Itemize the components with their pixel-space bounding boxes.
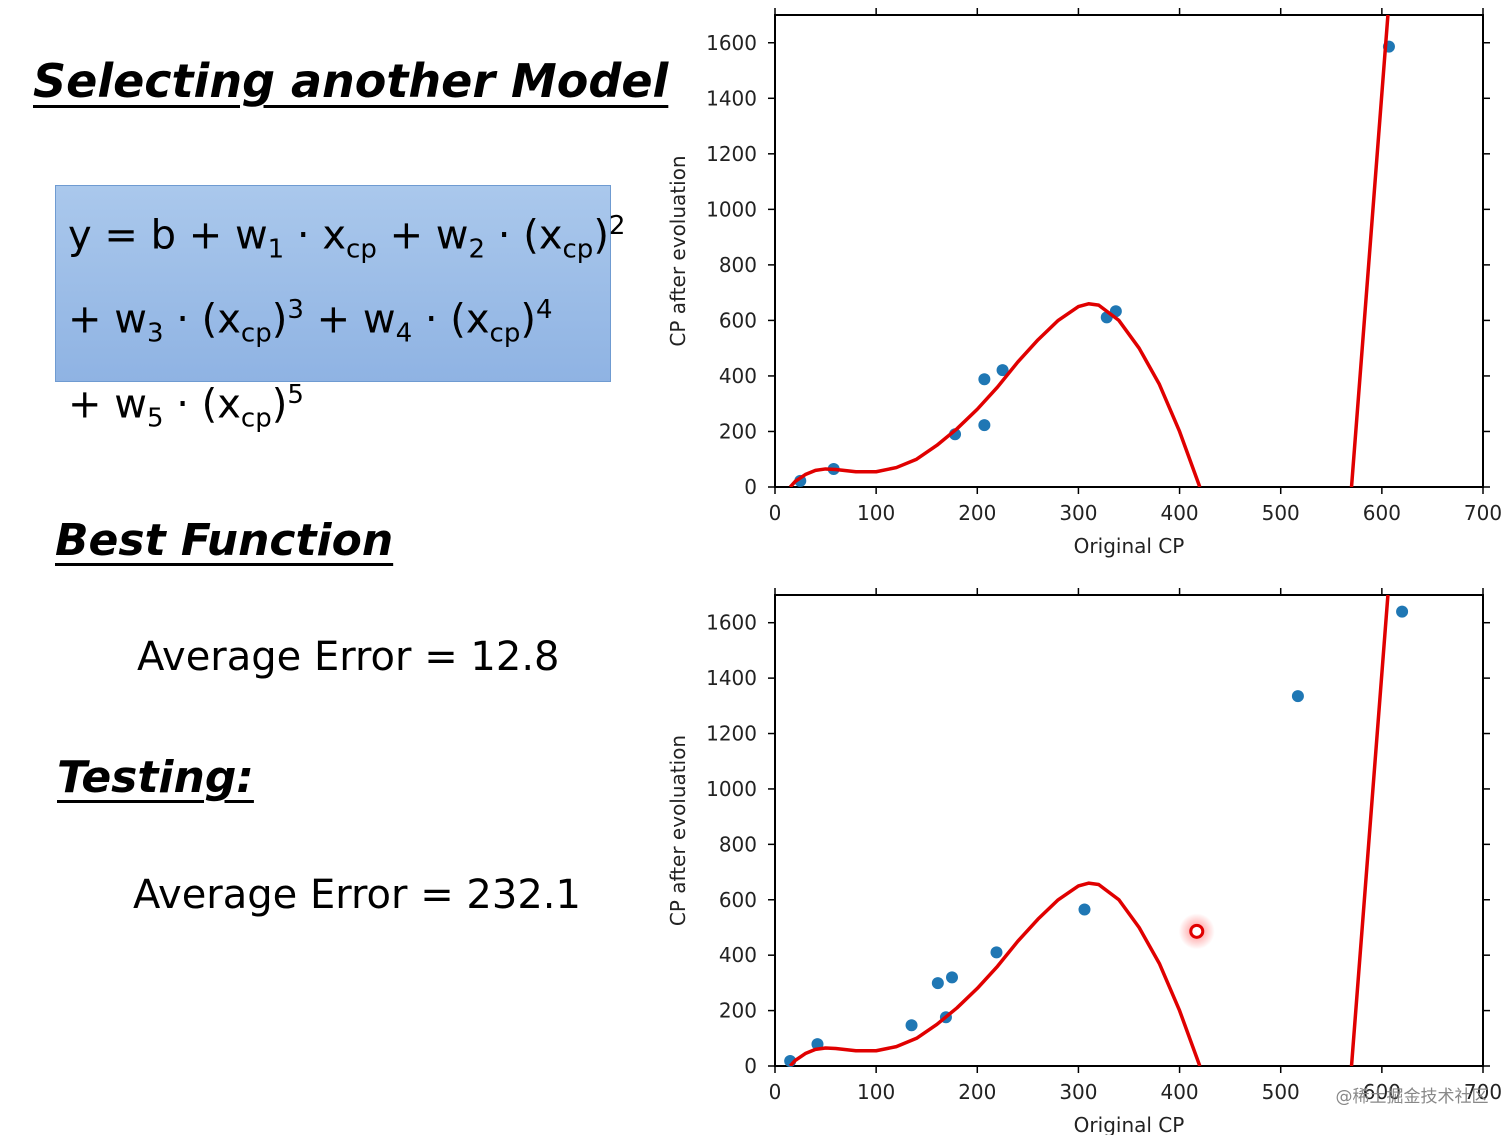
formula-base: + w (68, 380, 147, 427)
x-tick-label: 400 (1160, 501, 1198, 525)
formula-base: + w (303, 296, 396, 343)
slide-title: Selecting another Model (33, 54, 669, 108)
y-tick-label: 200 (719, 419, 757, 443)
formula-sub: 1 (267, 234, 285, 265)
formula-sub: 3 (146, 318, 164, 349)
y-tick-label: 1400 (706, 86, 757, 110)
formula-sub: 4 (395, 318, 413, 349)
data-point (996, 364, 1009, 377)
formula-base: ) (593, 212, 609, 259)
formula-box: y = b + w1 · xcp + w2 · (xcp)2 + w3 · (xc… (55, 185, 625, 433)
formula-base: ) (271, 296, 288, 343)
y-tick-label: 1600 (706, 611, 757, 635)
data-point (1396, 605, 1409, 618)
formula-sup: 2 (608, 211, 626, 241)
y-tick-label: 800 (719, 253, 757, 277)
x-tick-label: 200 (958, 1080, 996, 1104)
x-tick-label: 700 (1464, 501, 1502, 525)
plot-frame (774, 14, 1484, 488)
x-tick-label: 700 (1464, 1080, 1502, 1104)
y-tick-label: 0 (744, 1054, 757, 1078)
best-error: Average Error = 12.8 (137, 634, 560, 680)
x-tick-label: 200 (958, 501, 996, 525)
formula-sub: cp (562, 234, 594, 265)
x-tick-label: 400 (1160, 1080, 1198, 1104)
x-axis-label: Original CP (1074, 1113, 1185, 1135)
formula-sup: 5 (287, 379, 304, 410)
x-tick-label: 100 (857, 1080, 895, 1104)
y-tick-label: 1000 (706, 777, 757, 801)
testing-heading: Testing: (57, 752, 254, 803)
data-point (1078, 903, 1091, 916)
x-tick-label: 500 (1262, 1080, 1300, 1104)
data-point (905, 1019, 918, 1032)
formula-sub: 5 (146, 402, 164, 433)
x-tick-label: 500 (1262, 501, 1300, 525)
data-point (946, 971, 958, 984)
y-tick-label: 1400 (706, 666, 757, 690)
y-tick-label: 200 (719, 999, 757, 1023)
fit-curve (788, 595, 1390, 1066)
testing-error: Average Error = 232.1 (133, 872, 581, 918)
formula-sub: cp (240, 318, 272, 349)
x-tick-label: 100 (857, 501, 895, 525)
formula-sup: 3 (287, 295, 304, 326)
formula-base: ) (271, 380, 288, 427)
formula-line: + w3 · (xcp)3 + w4 · (xcp)4 (68, 280, 598, 364)
data-point (1291, 690, 1304, 703)
formula-line: + w5 · (xcp)5 (68, 365, 598, 449)
y-tick-label: 800 (719, 832, 757, 856)
y-tick-label: 0 (744, 475, 757, 499)
formula-sub: 2 (468, 234, 486, 265)
formula-sub: cp (240, 402, 272, 433)
formula-sub: cp (489, 318, 521, 349)
y-tick-label: 400 (719, 364, 757, 388)
x-axis-label: Original CP (1074, 534, 1185, 558)
formula-base: · (x (485, 212, 563, 259)
x-tick-label: 0 (769, 1080, 782, 1104)
formula-base: y = b + w (68, 212, 268, 259)
formula-line: y = b + w1 · xcp + w2 · (xcp)2 (68, 196, 625, 280)
y-axis-label: CP after evoluation (666, 155, 690, 346)
formula-base: · (x (163, 296, 241, 343)
y-tick-label: 1000 (706, 197, 757, 221)
formula-base: · (x (412, 296, 490, 343)
y-tick-label: 1200 (706, 722, 757, 746)
y-tick-label: 400 (719, 943, 757, 967)
y-tick-label: 600 (719, 888, 757, 912)
formula-sup: 4 (535, 295, 553, 326)
data-point (990, 946, 1003, 959)
y-axis-label: CP after evoluation (666, 735, 690, 926)
fit-curve (788, 15, 1390, 487)
x-tick-label: 300 (1059, 501, 1097, 525)
formula-base: + w (376, 212, 469, 259)
data-point (978, 419, 991, 432)
formula-base: · (x (163, 380, 241, 427)
x-tick-label: 600 (1363, 1080, 1401, 1104)
plot-frame (774, 594, 1484, 1067)
best-heading: Best Function (55, 515, 394, 566)
formula-sub: cp (346, 234, 377, 265)
y-tick-label: 1200 (706, 142, 757, 166)
formula-base: + w (68, 296, 147, 343)
y-tick-label: 1600 (706, 31, 757, 55)
watermark: @稀土掘金技术社区 (1336, 1087, 1489, 1107)
x-tick-label: 600 (1363, 501, 1401, 525)
x-tick-label: 0 (769, 501, 782, 525)
x-tick-label: 300 (1059, 1080, 1097, 1104)
data-point (931, 977, 944, 990)
highlight-point (1189, 923, 1205, 939)
formula-base: ) (520, 296, 536, 343)
y-tick-label: 600 (719, 308, 757, 332)
formula-base: · x (284, 212, 347, 259)
data-point (978, 373, 991, 386)
